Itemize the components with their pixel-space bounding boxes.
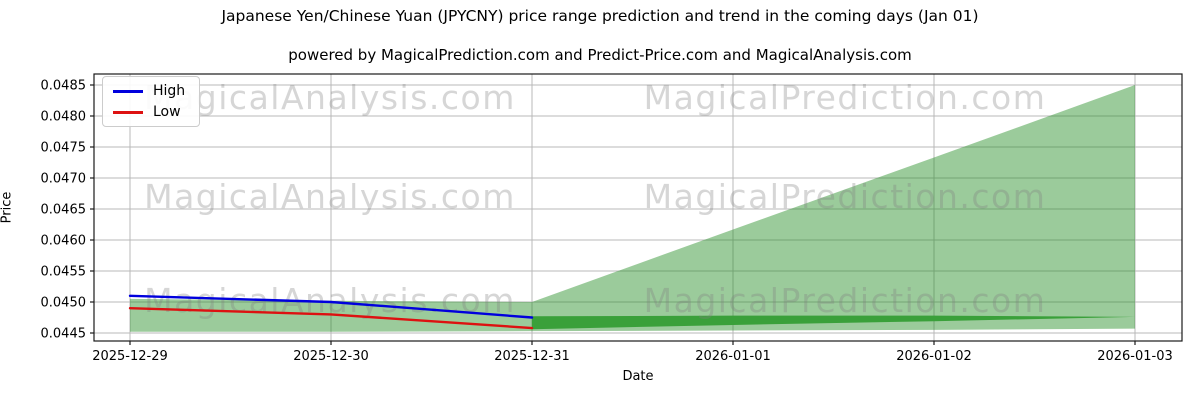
plot-background <box>94 74 1182 341</box>
y-tick-label: 0.0460 <box>41 234 87 249</box>
y-tick-label: 0.0465 <box>41 203 87 218</box>
watermark-text: MagicalPrediction.com <box>644 177 1047 216</box>
x-axis-label: Date <box>622 369 654 384</box>
y-tick-label: 0.0445 <box>41 327 87 342</box>
prediction-range-band <box>130 85 1135 332</box>
x-tick-label: 2025-12-29 <box>92 349 168 364</box>
chart-subtitle: powered by MagicalPrediction.com and Pre… <box>288 46 912 64</box>
watermark-text: MagicalAnalysis.com <box>144 177 516 216</box>
y-axis-label: Price <box>0 191 15 224</box>
tick-marks <box>90 84 1136 345</box>
y-tick-label: 0.0485 <box>41 79 87 94</box>
watermarks: MagicalAnalysis.com MagicalPrediction.com… <box>144 78 1047 320</box>
y-tick-label: 0.0480 <box>41 110 87 125</box>
plot-border <box>93 73 1183 342</box>
x-tick-label: 2026-01-01 <box>695 349 771 364</box>
gridlines <box>94 74 1182 341</box>
watermark-text: MagicalPrediction.com <box>644 281 1047 320</box>
prediction-bands <box>130 85 1135 332</box>
y-tick-labels: 0.0445 0.0450 0.0455 0.0460 0.0465 0.0470 0.04… <box>41 79 87 342</box>
x-tick-label: 2026-01-02 <box>896 349 972 364</box>
watermark-text: MagicalPrediction.com <box>644 78 1047 117</box>
x-tick-label: 2025-12-30 <box>293 349 369 364</box>
legend-item-high: High <box>113 84 185 98</box>
legend-label-low: Low <box>153 104 181 120</box>
x-tick-labels: 2025-12-29 2025-12-30 2025-12-31 2026-01-01… <box>92 349 1173 364</box>
high-line <box>128 294 534 319</box>
legend-item-low: Low <box>113 105 185 119</box>
y-tick-label: 0.0470 <box>41 172 87 187</box>
watermark-text: MagicalAnalysis.com <box>144 78 516 117</box>
x-tick-label: 2026-01-03 <box>1097 349 1173 364</box>
low-line-swatch <box>113 110 143 114</box>
series-lines <box>128 294 534 330</box>
y-tick-label: 0.0450 <box>41 296 87 311</box>
y-tick-label: 0.0455 <box>41 265 87 280</box>
x-tick-label: 2025-12-31 <box>494 349 570 364</box>
legend[interactable]: High Low <box>102 76 201 127</box>
y-tick-label: 0.0475 <box>41 141 87 156</box>
legend-label-high: High <box>153 83 186 99</box>
chart-title: Japanese Yen/Chinese Yuan (JPYCNY) price… <box>221 7 979 25</box>
low-line <box>128 307 534 330</box>
forecast-trend-band <box>532 315 1135 330</box>
high-line-swatch <box>113 89 143 93</box>
